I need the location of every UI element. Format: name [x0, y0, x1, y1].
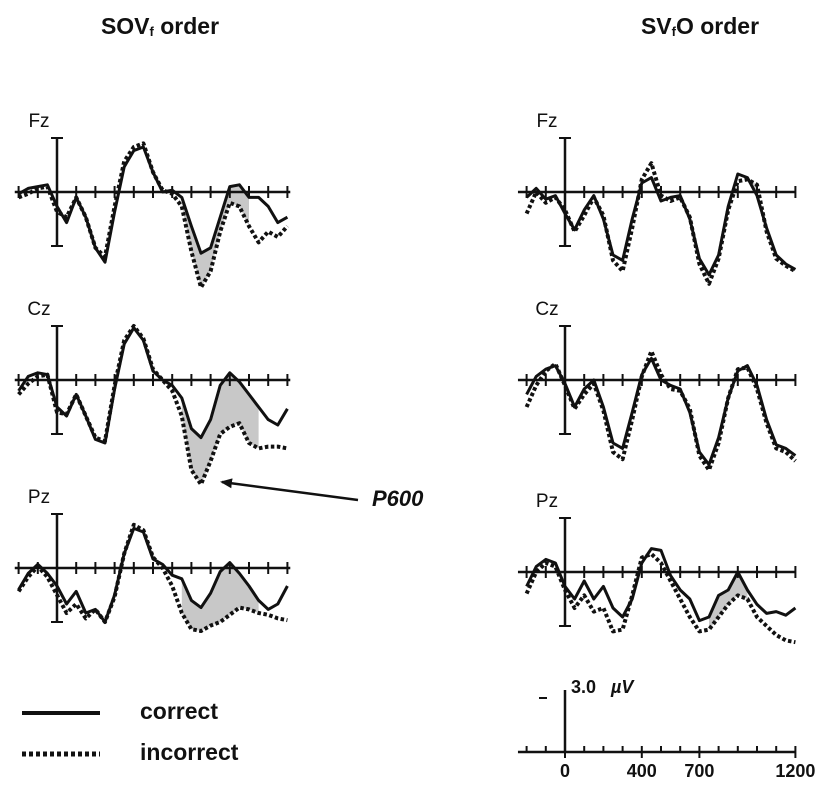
- scale-tick-label: 1200: [775, 761, 815, 781]
- electrode-label: Pz: [536, 491, 558, 512]
- difference-area: [181, 372, 259, 485]
- waveform: [16, 522, 288, 633]
- annotation: P600: [372, 486, 424, 511]
- scale-unit: µV: [610, 677, 635, 697]
- difference-area: [181, 562, 259, 631]
- scale-bar: 0 400 700 1200 3.0 µV: [517, 677, 815, 781]
- waveform: [17, 326, 289, 445]
- annotation-arrow: [220, 478, 359, 502]
- waveform: [524, 349, 797, 472]
- title-part: O order: [676, 13, 759, 39]
- title-subscript: f: [672, 24, 677, 39]
- electrode-label: Cz: [535, 299, 558, 320]
- electrode-label: Cz: [27, 299, 50, 320]
- waveform: [17, 324, 288, 487]
- title-part: SOV: [101, 13, 150, 39]
- title-subscript: f: [150, 24, 155, 39]
- waveform: [524, 552, 796, 645]
- electrode-label: Fz: [28, 111, 49, 132]
- scale-tick-label: 700: [684, 761, 714, 781]
- legend-label: incorrect: [140, 739, 239, 765]
- column-title: SOVf order: [101, 13, 219, 39]
- legend: correct incorrect: [22, 698, 239, 765]
- difference-area: [709, 572, 748, 630]
- electrode-label: Fz: [536, 111, 557, 132]
- title-part: SV: [641, 13, 672, 39]
- waveform: [525, 547, 797, 623]
- legend-label: correct: [140, 698, 218, 724]
- scale-tick-label: 0: [560, 761, 570, 781]
- electrode-label: Pz: [28, 487, 50, 508]
- waveform: [524, 161, 797, 286]
- waveform: [17, 141, 289, 290]
- scale-value: 3.0: [571, 677, 596, 697]
- title-part: order: [154, 13, 219, 39]
- scale-tick-label: 400: [627, 761, 657, 781]
- column-title: SVfO order: [641, 13, 759, 39]
